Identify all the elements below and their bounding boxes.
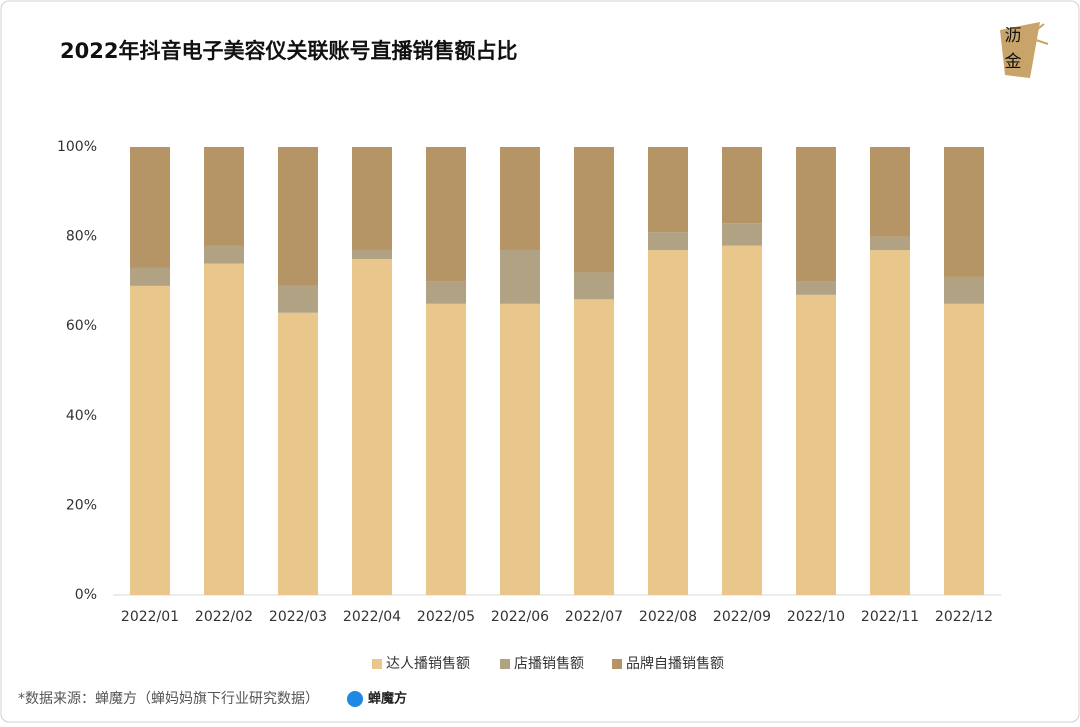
bar-segment (722, 223, 762, 246)
logo: 沥 金 (1000, 22, 1049, 78)
x-tick-label: 2022/03 (269, 609, 327, 625)
bar-segment (722, 245, 762, 595)
bar-segment (944, 303, 984, 595)
bar-segment (352, 259, 392, 595)
legend-label: 达人播销售额 (386, 656, 470, 672)
bar-segment (500, 250, 540, 304)
x-tick-label: 2022/11 (861, 609, 919, 625)
x-tick-label: 2022/10 (787, 609, 845, 625)
bar-segment (870, 236, 910, 251)
bar-segment (500, 303, 540, 595)
logo-text: 金 (1005, 52, 1022, 72)
x-tick-label: 2022/12 (935, 609, 993, 625)
legend-swatch (372, 659, 382, 669)
bar-segment (944, 147, 984, 277)
x-tick-label: 2022/04 (343, 609, 401, 625)
chart-title: 2022年抖音电子美容仪关联账号直播销售额占比 (60, 39, 517, 63)
brand-icon (347, 691, 363, 707)
bar-segment (796, 281, 836, 295)
bar-segment (574, 147, 614, 273)
logo-text: 沥 (1005, 26, 1022, 46)
logo-ray (1033, 23, 1045, 33)
x-tick-label: 2022/02 (195, 609, 253, 625)
x-tick-label: 2022/06 (491, 609, 549, 625)
y-tick-label: 40% (66, 408, 97, 424)
logo-shape (1000, 22, 1040, 78)
bar-segment (500, 147, 540, 251)
bar-segment (574, 299, 614, 595)
bar-segment (648, 232, 688, 251)
y-tick-label: 60% (66, 318, 97, 334)
x-tick-label: 2022/09 (713, 609, 771, 625)
bar-segment (278, 147, 318, 286)
bar-segment (648, 250, 688, 596)
x-tick-label: 2022/07 (565, 609, 623, 625)
bar-segment (130, 147, 170, 268)
bar-segment (944, 276, 984, 304)
logo-ray (1035, 39, 1049, 45)
bar-segment (796, 294, 836, 595)
bar-segment (204, 147, 244, 246)
y-tick-label: 0% (75, 587, 97, 603)
bar-segment (574, 272, 614, 300)
bar-segment (352, 147, 392, 251)
bar-segment (204, 263, 244, 595)
bar-segment (796, 147, 836, 282)
bar-segment (870, 250, 910, 596)
x-tick-label: 2022/01 (121, 609, 179, 625)
bar-segment (204, 245, 244, 264)
legend-swatch (500, 659, 510, 669)
bar-segment (426, 147, 466, 282)
y-tick-label: 100% (57, 139, 97, 155)
legend-swatch (612, 659, 622, 669)
bar-segment (870, 147, 910, 237)
y-tick-label: 20% (66, 497, 97, 513)
bar-segment (426, 281, 466, 304)
legend-label: 品牌自播销售额 (626, 655, 724, 672)
x-tick-label: 2022/08 (639, 609, 697, 625)
y-tick-label: 80% (66, 229, 97, 245)
legend-label: 店播销售额 (514, 656, 584, 672)
bar-segment (426, 303, 466, 595)
bar-segment (352, 250, 392, 259)
x-tick-label: 2022/05 (417, 609, 475, 625)
source-note: *数据来源：蝉魔方（蝉妈妈旗下行业研究数据） (18, 691, 319, 707)
bar-segment (648, 147, 688, 233)
bar-segment (130, 285, 170, 595)
bar-segment (722, 147, 762, 224)
bar-segment (278, 285, 318, 313)
bar-segment (278, 312, 318, 595)
brand-name: 蝉魔方 (368, 691, 407, 707)
bar-segment (130, 267, 170, 286)
